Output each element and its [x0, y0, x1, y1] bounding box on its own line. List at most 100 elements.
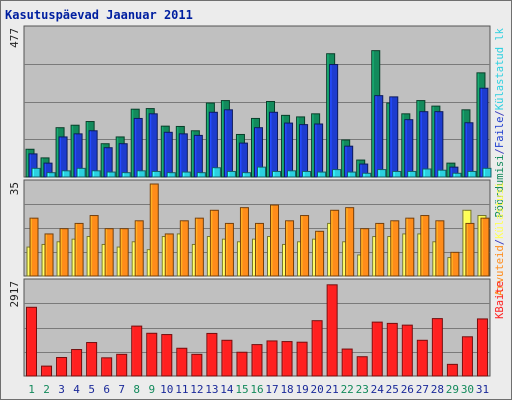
x-tick-label-day-22: 22 [341, 383, 354, 396]
bar-visits-külastatud-lk-day-20 [317, 171, 327, 178]
bar-visits-külastatud-lk-day-3 [61, 170, 71, 178]
bar-kbytes-kbaite-day-28 [431, 318, 443, 377]
x-tick-label-day-28: 28 [431, 383, 444, 396]
panel-kbytes-ymax-label: 2917 [8, 281, 21, 308]
bar-visits-külastatud-lk-day-22 [347, 171, 357, 178]
x-tick-label-day-12: 12 [190, 383, 203, 396]
x-tick-label-day-26: 26 [401, 383, 414, 396]
bar-sites-arvuteid-day-24 [375, 222, 385, 277]
bar-visits-faile-day-5 [88, 130, 98, 178]
bar-visits-faile-day-30 [464, 122, 474, 178]
bar-sites-arvuteid-day-31 [480, 217, 490, 277]
bar-sites-arvuteid-day-10 [164, 233, 174, 277]
bar-sites-arvuteid-day-15 [239, 207, 249, 277]
bar-sites-arvuteid-day-22 [345, 207, 355, 277]
bar-visits-faile-day-27 [419, 111, 429, 178]
bar-visits-külastatud-lk-day-7 [121, 172, 131, 178]
bar-sites-arvuteid-day-5 [89, 215, 99, 277]
x-tick-label-day-30: 30 [461, 383, 474, 396]
bar-sites-arvuteid-day-16 [254, 222, 264, 277]
bar-visits-faile-day-11 [178, 133, 188, 178]
bar-visits-külastatud-lk-day-25 [392, 170, 402, 178]
bar-visits-külastatud-lk-day-14 [226, 170, 236, 178]
bar-kbytes-kbaite-day-22 [341, 348, 353, 377]
bar-visits-külastatud-lk-day-18 [287, 170, 297, 178]
bar-kbytes-kbaite-day-30 [461, 336, 473, 377]
x-tick-label-day-15: 15 [235, 383, 248, 396]
bar-kbytes-kbaite-day-12 [191, 353, 203, 377]
bar-sites-arvuteid-day-8 [134, 220, 144, 277]
bar-kbytes-kbaite-day-31 [476, 318, 488, 377]
bar-visits-külastatud-lk-day-6 [106, 171, 116, 178]
bar-sites-arvuteid-day-18 [285, 220, 295, 277]
bar-visits-külastatud-lk-day-19 [302, 170, 312, 178]
legend-sites-item-2: Külastusi [494, 182, 506, 239]
x-tick-label-day-9: 9 [148, 383, 155, 396]
legend-visits-item-4: Külastatud lk [494, 27, 506, 110]
bar-visits-faile-day-7 [118, 143, 128, 178]
panel-kbytes-legend: KBaite [494, 281, 506, 319]
bar-visits-külastatud-lk-day-23 [362, 172, 372, 178]
bar-kbytes-kbaite-day-2 [41, 365, 53, 377]
bar-kbytes-kbaite-day-14 [221, 339, 233, 377]
legend-visits-item-2: Faile [494, 117, 506, 149]
bar-sites-arvuteid-day-23 [360, 228, 370, 277]
x-tick-label-day-14: 14 [220, 383, 234, 396]
bar-visits-külastatud-lk-day-1 [31, 167, 41, 178]
panel-visits-ymax-label: 477 [8, 28, 21, 48]
bar-visits-külastatud-lk-day-31 [482, 167, 492, 178]
bar-visits-faile-day-19 [299, 124, 309, 178]
bar-visits-faile-day-10 [163, 131, 173, 178]
x-tick-label-day-18: 18 [280, 383, 293, 396]
x-tick-label-day-16: 16 [250, 383, 263, 396]
x-tick-label-day-1: 1 [28, 383, 35, 396]
bar-kbytes-kbaite-day-25 [386, 322, 398, 377]
bar-visits-faile-day-8 [133, 117, 143, 178]
bar-sites-arvuteid-day-2 [44, 233, 54, 277]
bar-sites-arvuteid-day-14 [224, 222, 234, 277]
bar-kbytes-kbaite-day-7 [116, 353, 128, 377]
bar-kbytes-kbaite-day-20 [311, 320, 323, 377]
panel-visits: 477 Pöördumisi/Faile/Külastatud lk [8, 25, 506, 218]
x-tick-label-day-29: 29 [446, 383, 459, 396]
bar-kbytes-kbaite-day-16 [251, 344, 263, 377]
bar-visits-külastatud-lk-day-4 [76, 167, 86, 178]
x-tick-label-day-24: 24 [371, 383, 385, 396]
bar-sites-arvuteid-day-12 [194, 217, 204, 277]
bar-visits-faile-day-17 [269, 111, 279, 178]
x-tick-label-day-31: 31 [476, 383, 489, 396]
legend-sites-item-1: / [494, 239, 506, 245]
bar-kbytes-kbaite-day-6 [101, 357, 113, 377]
x-tick-label-day-8: 8 [133, 383, 140, 396]
bar-sites-arvuteid-day-4 [74, 222, 84, 277]
bar-sites-arvuteid-day-9 [149, 183, 159, 277]
bar-visits-külastatud-lk-day-24 [377, 169, 387, 178]
bar-sites-arvuteid-day-29 [450, 251, 460, 277]
bar-visits-külastatud-lk-day-12 [196, 172, 206, 178]
x-tick-label-day-13: 13 [205, 383, 218, 396]
bar-visits-külastatud-lk-day-5 [91, 170, 101, 178]
bar-visits-külastatud-lk-day-21 [332, 169, 342, 178]
legend-visits-item-0: Pöördumisi [494, 154, 506, 217]
bar-kbytes-kbaite-day-29 [446, 363, 458, 377]
x-tick-label-day-2: 2 [43, 383, 50, 396]
panel-kbytes: 2917 KBaite [8, 278, 506, 377]
bar-kbytes-kbaite-day-10 [161, 334, 173, 377]
bar-sites-arvuteid-day-26 [405, 217, 415, 277]
bar-visits-külastatud-lk-day-28 [437, 169, 447, 178]
panel-visits-legend: Pöördumisi/Faile/Külastatud lk [494, 27, 506, 217]
bar-sites-arvuteid-day-7 [119, 228, 129, 277]
bar-visits-faile-day-28 [434, 111, 444, 178]
bar-kbytes-kbaite-day-4 [71, 349, 83, 377]
bar-visits-külastatud-lk-day-11 [181, 171, 191, 178]
legend-kbytes-item-0: KBaite [494, 281, 506, 319]
bar-sites-arvuteid-day-21 [330, 209, 340, 277]
bar-visits-külastatud-lk-day-17 [272, 170, 282, 178]
x-tick-label-day-25: 25 [386, 383, 399, 396]
bar-kbytes-kbaite-day-26 [401, 324, 413, 377]
bar-visits-faile-day-21 [329, 64, 339, 178]
legend-sites-item-0: Arvuteid [494, 245, 506, 296]
bar-kbytes-kbaite-day-1 [26, 306, 37, 377]
x-tick-label-day-20: 20 [311, 383, 324, 396]
